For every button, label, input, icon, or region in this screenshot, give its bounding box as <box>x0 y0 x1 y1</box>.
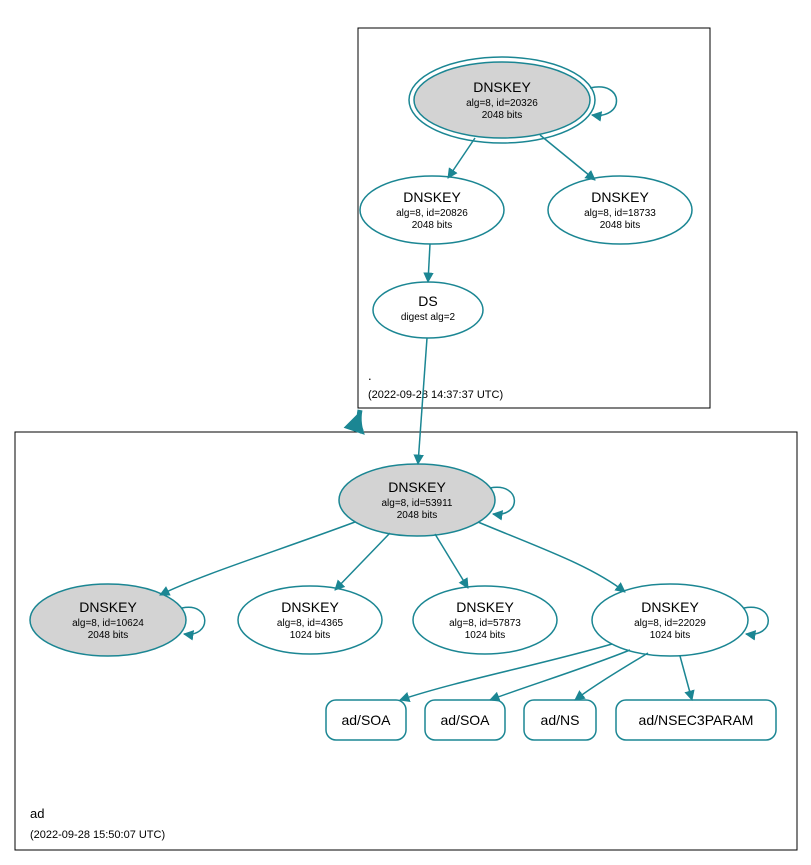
svg-text:DS: DS <box>418 293 437 309</box>
svg-text:DNSKEY: DNSKEY <box>641 599 699 615</box>
svg-text:ad/NS: ad/NS <box>541 712 580 728</box>
zone-ad-timestamp: (2022-09-28 15:50:07 UTC) <box>30 829 165 841</box>
svg-text:alg=8, id=53911: alg=8, id=53911 <box>382 498 453 509</box>
svg-text:1024 bits: 1024 bits <box>650 630 691 641</box>
svg-text:alg=8, id=10624: alg=8, id=10624 <box>72 618 144 629</box>
edge-ds-adksk <box>418 338 427 464</box>
svg-text:2048 bits: 2048 bits <box>600 220 641 231</box>
svg-text:DNSKEY: DNSKEY <box>281 599 339 615</box>
svg-text:alg=8, id=18733: alg=8, id=18733 <box>584 208 656 219</box>
node-ad-key3: DNSKEY alg=8, id=57873 1024 bits <box>413 586 557 654</box>
dnssec-diagram: . (2022-09-28 14:37:37 UTC) ad (2022-09-… <box>0 0 811 865</box>
svg-text:DNSKEY: DNSKEY <box>456 599 514 615</box>
svg-text:digest alg=2: digest alg=2 <box>401 312 456 323</box>
node-ad-ksk: DNSKEY alg=8, id=53911 2048 bits <box>339 464 495 536</box>
svg-text:1024 bits: 1024 bits <box>290 630 331 641</box>
zone-ad-label: ad <box>30 806 44 821</box>
svg-text:ad/SOA: ad/SOA <box>341 712 391 728</box>
svg-text:DNSKEY: DNSKEY <box>79 599 137 615</box>
svg-text:DNSKEY: DNSKEY <box>591 189 649 205</box>
node-ad-key2: DNSKEY alg=8, id=4365 1024 bits <box>238 586 382 654</box>
svg-text:ad/SOA: ad/SOA <box>440 712 490 728</box>
svg-text:ad/NSEC3PARAM: ad/NSEC3PARAM <box>639 712 754 728</box>
edge-rootksk-zsk1 <box>448 138 475 178</box>
svg-text:2048 bits: 2048 bits <box>88 630 129 641</box>
node-root-zsk1: DNSKEY alg=8, id=20826 2048 bits <box>360 176 504 244</box>
node-root-ksk: DNSKEY alg=8, id=20326 2048 bits <box>409 57 595 143</box>
edge-zsk1-ds <box>428 244 430 282</box>
edge-rootksk-zsk2 <box>540 135 595 180</box>
edge-key4-nsec3 <box>680 656 692 700</box>
zone-root-timestamp: (2022-09-28 14:37:37 UTC) <box>368 389 503 401</box>
node-root-ds: DS digest alg=2 <box>373 282 483 338</box>
svg-text:DNSKEY: DNSKEY <box>403 189 461 205</box>
svg-text:alg=8, id=22029: alg=8, id=22029 <box>634 618 706 629</box>
edge-adksk-key1 <box>160 522 355 595</box>
edge-delegation-thick <box>359 410 362 432</box>
node-rr-nsec3: ad/NSEC3PARAM <box>616 700 776 740</box>
svg-text:alg=8, id=4365: alg=8, id=4365 <box>277 618 344 629</box>
edge-adksk-key3 <box>435 534 468 588</box>
edge-adksk-key4 <box>478 522 625 592</box>
svg-text:DNSKEY: DNSKEY <box>388 479 446 495</box>
edge-key4-ns <box>575 653 648 700</box>
svg-text:DNSKEY: DNSKEY <box>473 79 531 95</box>
node-root-zsk2: DNSKEY alg=8, id=18733 2048 bits <box>548 176 692 244</box>
svg-text:alg=8, id=57873: alg=8, id=57873 <box>449 618 521 629</box>
node-ad-key1: DNSKEY alg=8, id=10624 2048 bits <box>30 584 186 656</box>
node-rr-soa2: ad/SOA <box>425 700 505 740</box>
svg-text:alg=8, id=20326: alg=8, id=20326 <box>466 98 538 109</box>
svg-text:2048 bits: 2048 bits <box>412 220 453 231</box>
node-rr-soa1: ad/SOA <box>326 700 406 740</box>
node-rr-ns: ad/NS <box>524 700 596 740</box>
zone-root-label: . <box>368 368 372 383</box>
svg-text:1024 bits: 1024 bits <box>465 630 506 641</box>
svg-text:alg=8, id=20826: alg=8, id=20826 <box>396 208 468 219</box>
edge-adksk-key2 <box>335 533 390 590</box>
svg-text:2048 bits: 2048 bits <box>482 110 523 121</box>
svg-text:2048 bits: 2048 bits <box>397 510 438 521</box>
node-ad-key4: DNSKEY alg=8, id=22029 1024 bits <box>592 584 748 656</box>
